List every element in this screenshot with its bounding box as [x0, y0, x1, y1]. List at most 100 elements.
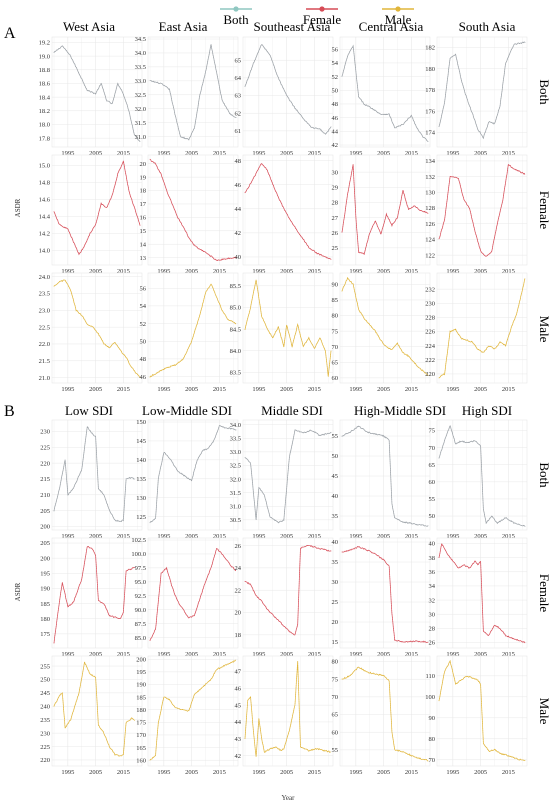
y-tick-label: 185 [40, 601, 50, 608]
x-tick-label: 2015 [117, 386, 130, 393]
y-tick-label: 90 [429, 715, 436, 722]
series-line-both [341, 44, 429, 142]
x-tick-label: 2005 [280, 769, 293, 776]
x-tick-label: 2005 [280, 268, 293, 275]
y-tick-label: 40 [235, 254, 242, 261]
y-tick-label: 134 [425, 158, 436, 165]
panel-letter-a: A [4, 25, 16, 42]
y-tick-label: 20 [332, 619, 339, 626]
x-tick-label: 2015 [213, 150, 226, 157]
row-label-a-1: Female [537, 191, 550, 229]
col-title-b-4: High SDI [462, 403, 512, 418]
y-tick-label: 20 [235, 610, 242, 617]
y-tick-label: 14 [140, 241, 147, 248]
y-tick-label: 232 [425, 286, 435, 293]
y-tick-label: 33.0 [135, 78, 146, 85]
y-tick-label: 18 [140, 188, 147, 195]
y-tick-label: 30 [332, 579, 339, 586]
y-tick-label: 17 [140, 201, 147, 208]
series-line-both [438, 41, 526, 140]
facet-a-west-asia-female: 14.0 14.2 14.4 14.6 14.8 15.0 1995 2005 2015 [39, 154, 143, 275]
y-tick-label: 21.0 [39, 375, 50, 382]
x-tick-label: 2005 [89, 769, 102, 776]
series-line-male [244, 661, 332, 757]
y-axis-title-a: ASDR [14, 198, 22, 217]
y-tick-label: 40 [332, 493, 339, 500]
col-title-a-1: East Asia [159, 19, 208, 34]
y-tick-label: 18 [235, 632, 242, 639]
y-tick-label: 25 [332, 599, 339, 606]
y-tick-label: 180 [136, 707, 146, 714]
series-line-male [438, 659, 526, 761]
x-tick-label: 2015 [308, 769, 321, 776]
y-tick-label: 180 [40, 616, 50, 623]
x-tick-label: 1995 [252, 651, 265, 658]
x-tick-label: 1995 [252, 268, 265, 275]
x-tick-label: 1995 [61, 651, 74, 658]
y-tick-label: 18.8 [39, 67, 50, 74]
x-tick-label: 2005 [89, 150, 102, 157]
legend-item-female: Female [303, 6, 341, 27]
y-tick-label: 28 [429, 626, 436, 633]
y-tick-label: 42 [235, 230, 242, 237]
y-tick-label: 32 [429, 597, 436, 604]
x-tick-label: 2005 [474, 533, 487, 540]
y-tick-label: 70 [332, 694, 339, 701]
facet-a-central-asia-female: 25 26 27 28 29 30 1995 2005 2015 [332, 154, 431, 275]
x-tick-label: 2015 [308, 268, 321, 275]
y-tick-label: 54 [140, 303, 147, 310]
y-tick-label: 230 [40, 429, 50, 436]
y-tick-label: 30 [332, 169, 339, 176]
x-tick-label: 2015 [117, 651, 130, 658]
facet-b-low-middle-sdi-both: 125 130 135 140 145 150 1995 2005 2015 [136, 419, 239, 540]
legend: Both Female Male [220, 6, 414, 27]
y-tick-label: 160 [136, 757, 146, 764]
x-tick-label: 2005 [89, 268, 102, 275]
y-tick-label: 32.0 [135, 106, 146, 113]
x-tick-label: 2015 [117, 769, 130, 776]
plot-area [436, 154, 528, 266]
y-tick-label: 23.0 [39, 308, 50, 315]
y-tick-label: 44 [235, 719, 242, 726]
facet-a-south-asia-both: 174 176 178 180 182 1995 2005 2015 [425, 36, 528, 157]
facet-a-southeast-asia-male: 83.5 84.0 84.5 85.0 85.5 1995 2005 2015 [230, 272, 334, 393]
y-tick-label: 225 [40, 445, 50, 452]
y-tick-label: 255 [40, 663, 50, 670]
plot-area [147, 655, 239, 767]
plot-area [339, 419, 431, 531]
y-tick-label: 180 [425, 66, 435, 73]
x-tick-label: 1995 [157, 651, 170, 658]
facet-a-west-asia-male: 21.0 21.5 22.0 22.5 23.0 23.5 24.0 1995 2005 2015 [39, 272, 143, 393]
x-tick-label: 2005 [377, 268, 390, 275]
y-tick-label: 56 [140, 285, 147, 292]
col-title-b-3: High-Middle SDI [354, 403, 446, 418]
x-tick-label: 1995 [61, 769, 74, 776]
y-tick-label: 26 [429, 640, 436, 647]
plot-area [242, 154, 334, 266]
y-tick-label: 62 [235, 110, 242, 117]
y-tick-label: 70 [332, 344, 339, 351]
y-tick-label: 55 [332, 433, 339, 440]
plot-area [147, 154, 239, 266]
series-line-male [341, 276, 429, 376]
y-tick-label: 36 [429, 569, 436, 576]
x-tick-label: 1995 [157, 769, 170, 776]
x-tick-label: 2005 [280, 150, 293, 157]
series-line-male [53, 661, 135, 757]
y-tick-label: 102.5 [131, 537, 146, 544]
y-tick-label: 22.5 [39, 324, 50, 331]
y-tick-label: 65 [332, 712, 339, 719]
y-tick-label: 44 [235, 206, 242, 213]
row-label-a-2: Male [537, 316, 550, 343]
x-tick-label: 2015 [405, 268, 418, 275]
x-tick-label: 1995 [446, 651, 459, 658]
series-line-female [341, 164, 429, 255]
x-tick-label: 2015 [213, 533, 226, 540]
row-label-b-1: Female [537, 574, 550, 612]
facet-a-southeast-asia-both: 61 62 63 64 65 1995 2005 2015 [235, 36, 334, 157]
y-tick-label: 75 [332, 676, 339, 683]
plot-area [147, 272, 239, 384]
facet-b-low-sdi-male: 220 225 230 235 240 245 250 255 1995 2005 2015 [40, 655, 143, 776]
y-tick-label: 35 [332, 559, 339, 566]
